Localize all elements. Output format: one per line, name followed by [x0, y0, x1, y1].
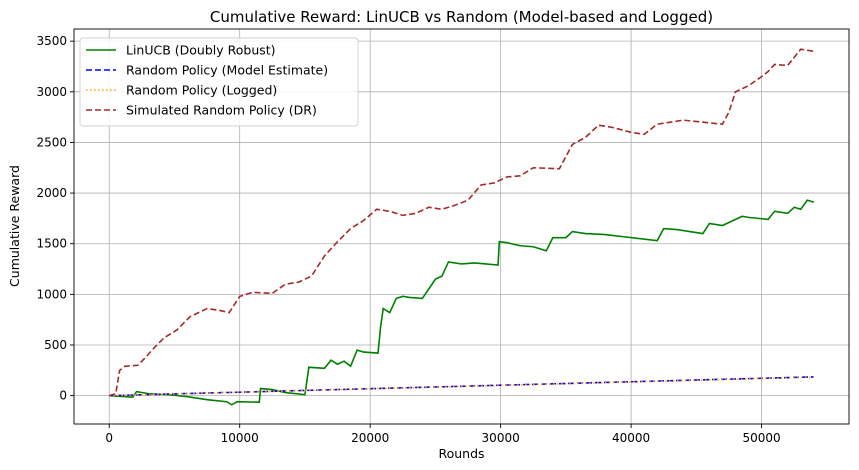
series-line-linucb-doubly-robust	[109, 199, 815, 406]
y-tick-label: 0	[59, 389, 67, 403]
y-tick-label: 500	[44, 338, 67, 352]
x-tick-label: 20000	[351, 431, 389, 445]
chart-title: Cumulative Reward: LinUCB vs Random (Mod…	[210, 8, 713, 26]
legend-entry-random-policy-model-estimate: Random Policy (Model Estimate)	[126, 63, 328, 78]
x-tick-label: 40000	[612, 431, 650, 445]
axis-ticks: 0 10000 20000 30000 40000 50000 0 500 1000 1500 20…	[36, 34, 780, 445]
legend-entry-random-policy-logged: Random Policy (Logged)	[126, 83, 277, 98]
y-tick-label: 2000	[36, 186, 67, 200]
y-tick-label: 2500	[36, 135, 67, 149]
series-line-random-policy-logged	[109, 376, 814, 397]
series-lines	[108, 48, 815, 406]
legend: LinUCB (Doubly Robust) Random Policy (Mod…	[79, 37, 359, 127]
y-tick-label: 1000	[36, 287, 67, 301]
x-axis-label: Rounds	[438, 446, 484, 461]
legend-entry-simulated-random-policy-dr: Simulated Random Policy (DR)	[126, 103, 317, 118]
grid	[74, 29, 849, 424]
y-tick-label: 3500	[36, 34, 67, 48]
x-tick-label: 0	[105, 431, 113, 445]
y-tick-label: 3000	[36, 85, 67, 99]
plot-frame	[73, 28, 850, 425]
y-axis-label: Cumulative Reward	[7, 165, 22, 287]
x-tick-label: 10000	[221, 431, 259, 445]
legend-box	[79, 37, 359, 127]
series-line-simulated-random-policy-dr	[108, 48, 814, 397]
y-tick-label: 1500	[36, 237, 67, 251]
legend-entry-linucb-doubly-robust: LinUCB (Doubly Robust)	[126, 43, 276, 58]
x-tick-label: 30000	[482, 431, 520, 445]
x-tick-label: 50000	[742, 431, 780, 445]
